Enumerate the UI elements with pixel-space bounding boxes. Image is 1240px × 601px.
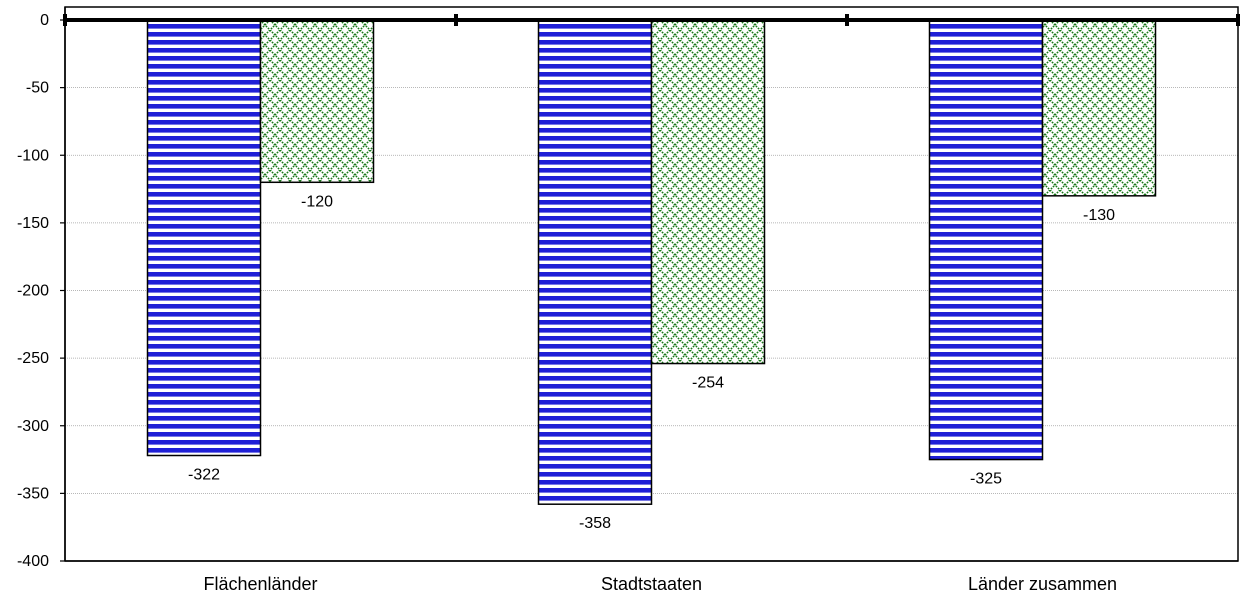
data-label: -130 [1083, 207, 1115, 224]
bar-series2-2 [1041, 19, 1157, 197]
x-category-label: Stadtstaaten [601, 574, 702, 594]
y-tick-label: -100 [17, 147, 49, 164]
data-label: -358 [579, 515, 611, 532]
y-tick-label: -50 [26, 80, 49, 97]
bar-series2-1 [650, 19, 766, 365]
bar-series1-1 [537, 19, 653, 505]
y-tick-label: -200 [17, 283, 49, 300]
y-tick-label: -150 [17, 215, 49, 232]
y-tick-label: -300 [17, 418, 49, 435]
data-label: -120 [301, 193, 333, 210]
data-label: -254 [692, 375, 724, 392]
y-tick-label: -250 [17, 350, 49, 367]
y-tick-label: -350 [17, 485, 49, 502]
data-label: -325 [970, 471, 1002, 488]
x-category-label: Länder zusammen [968, 574, 1117, 594]
x-category-label: Flächenländer [203, 574, 317, 594]
bar-series1-0 [146, 19, 262, 457]
data-label: -322 [188, 467, 220, 484]
y-tick-label: 0 [40, 12, 49, 29]
bar-series2-0 [259, 19, 375, 184]
bar-series1-2 [928, 19, 1044, 461]
y-tick-label: -400 [17, 553, 49, 570]
